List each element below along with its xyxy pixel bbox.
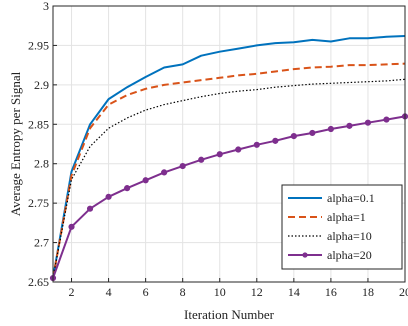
data-point [290,133,297,140]
series-line [52,78,406,279]
data-point [142,177,149,184]
x-tick-label: 16 [325,285,337,299]
y-tick-label: 2.85 [28,117,49,131]
y-tick-label: 2.7 [34,236,49,250]
data-point [161,169,168,176]
x-tick-label: 10 [214,285,226,299]
x-tick-label: 8 [180,285,186,299]
legend-label: alpha=10 [327,229,372,243]
data-point [327,125,334,133]
x-tick-label: 2 [69,285,75,299]
data-point [383,116,390,123]
x-tick-label: 18 [362,285,374,299]
data-point [68,223,75,230]
y-tick-label: 2.8 [34,157,49,171]
x-tick-label: 12 [251,285,263,299]
axis-ticks: 2 4 6 8 10 12 14 16 18 20 2.65 2.7 2.75 2.8 2.85 2.9 2.9… [28,0,408,299]
series-alpha=10 [52,78,406,279]
data-point [272,137,279,144]
x-tick-label: 4 [106,285,112,299]
legend: alpha=0.1 alpha=1 alpha=10 alpha=20 [281,184,403,270]
y-tick-label: 2.65 [28,275,49,289]
series-line [52,35,406,279]
data-point [216,151,223,158]
y-tick-label: 2.75 [28,196,49,210]
y-tick-label: 3 [43,0,49,13]
data-point [346,122,353,129]
x-axis-label: Iteration Number [184,307,275,322]
data-point [86,205,94,212]
data-point [124,185,131,192]
legend-label: alpha=20 [327,248,372,262]
series-alpha=20 [49,113,408,282]
x-tick-label: 6 [143,285,149,299]
data-point [105,193,112,200]
data-point [253,141,260,148]
series-alpha=1 [52,62,406,279]
y-tick-label: 2.9 [34,78,49,92]
series-layer [49,35,408,282]
data-point [179,162,186,170]
plot-area-frame [52,5,406,283]
y-tick-label: 2.95 [28,38,49,52]
x-tick-label: 14 [288,285,300,299]
series-line [52,115,406,279]
series-line [52,62,406,279]
legend-label: alpha=1 [327,210,366,224]
legend-marker [302,252,308,258]
y-axis-label: Average Entropy per Signal [8,71,23,216]
data-point [198,156,205,163]
data-point [309,129,316,137]
data-point [364,119,372,126]
x-tick-label: 20 [399,285,408,299]
series-alpha=0.1 [52,35,406,279]
data-point [235,146,242,153]
legend-label: alpha=0.1 [327,191,375,205]
